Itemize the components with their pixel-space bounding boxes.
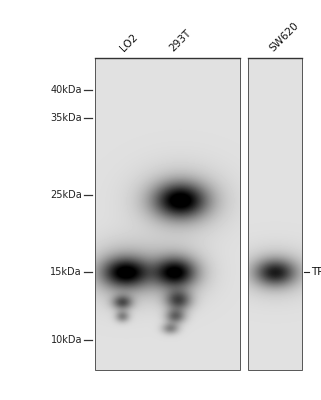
Text: 15kDa: 15kDa — [50, 267, 82, 277]
Text: 35kDa: 35kDa — [50, 113, 82, 123]
Text: TRAPPC2: TRAPPC2 — [311, 267, 321, 277]
Text: 40kDa: 40kDa — [50, 85, 82, 95]
Text: 10kDa: 10kDa — [50, 335, 82, 345]
Text: 293T: 293T — [168, 28, 194, 53]
Bar — [248, 58, 302, 370]
Text: LO2: LO2 — [118, 32, 139, 53]
Bar — [95, 58, 240, 370]
Text: SW620: SW620 — [268, 20, 301, 53]
Text: 25kDa: 25kDa — [50, 190, 82, 200]
